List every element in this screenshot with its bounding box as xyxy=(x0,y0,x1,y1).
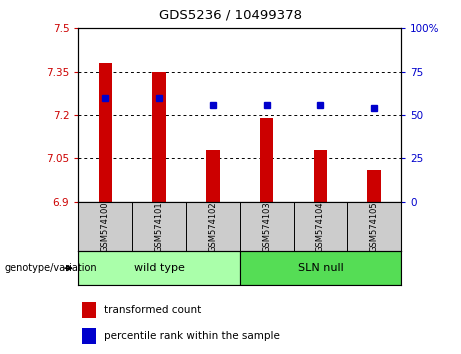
Bar xyxy=(313,150,327,202)
Text: GSM574103: GSM574103 xyxy=(262,201,271,252)
Bar xyxy=(240,251,401,285)
Bar xyxy=(206,150,219,202)
Text: transformed count: transformed count xyxy=(104,305,201,315)
Text: GSM574100: GSM574100 xyxy=(101,201,110,252)
Text: GSM574101: GSM574101 xyxy=(154,201,164,252)
Bar xyxy=(78,251,240,285)
Text: percentile rank within the sample: percentile rank within the sample xyxy=(104,331,279,341)
Text: GSM574105: GSM574105 xyxy=(370,201,378,252)
Bar xyxy=(82,302,96,318)
Text: genotype/variation: genotype/variation xyxy=(5,263,97,273)
Bar xyxy=(152,72,166,202)
Text: wild type: wild type xyxy=(134,263,184,273)
Text: GSM574102: GSM574102 xyxy=(208,201,217,252)
Text: GDS5236 / 10499378: GDS5236 / 10499378 xyxy=(159,9,302,22)
Bar xyxy=(260,118,273,202)
Bar xyxy=(99,63,112,202)
Bar xyxy=(82,328,96,344)
Text: GSM574104: GSM574104 xyxy=(316,201,325,252)
Text: SLN null: SLN null xyxy=(297,263,343,273)
Bar xyxy=(367,170,381,202)
